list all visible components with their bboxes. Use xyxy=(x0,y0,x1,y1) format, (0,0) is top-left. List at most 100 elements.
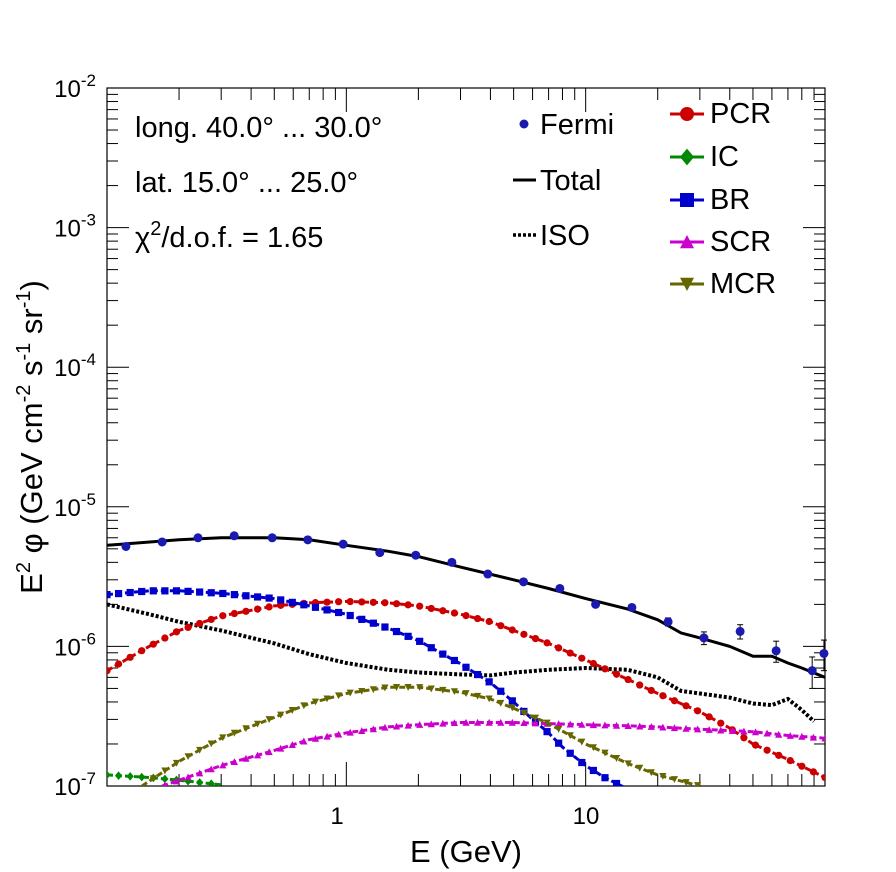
series-br-marker xyxy=(381,623,389,631)
fermi-point xyxy=(807,666,817,676)
series-mcr-marker xyxy=(508,704,516,712)
series-mcr-marker xyxy=(381,684,389,692)
legend-scr-marker xyxy=(680,235,694,249)
series-mcr-marker xyxy=(265,716,273,724)
fermi-data-points xyxy=(121,531,829,689)
series-mcr-marker xyxy=(520,709,528,717)
series-pcr-marker xyxy=(416,602,424,610)
series-scr-marker xyxy=(717,726,725,734)
series-pcr-marker xyxy=(636,681,644,689)
series-pcr-marker xyxy=(219,612,227,620)
series-mcr-marker xyxy=(439,686,447,694)
series-br-marker xyxy=(323,606,331,614)
chi2-annotation: χ2/d.o.f. = 1.65 xyxy=(135,218,323,254)
series-scr-marker xyxy=(670,724,679,732)
series-br-marker xyxy=(161,587,169,595)
series-ic-marker xyxy=(107,770,111,780)
series-scr-marker xyxy=(288,741,296,749)
series-scr-marker xyxy=(473,718,482,726)
series-br-marker xyxy=(404,632,412,640)
series-scr-marker xyxy=(439,719,447,727)
series-br-marker xyxy=(335,608,343,617)
fermi-point xyxy=(447,557,457,567)
series-scr-marker xyxy=(520,719,528,727)
series-pcr-marker xyxy=(253,605,262,613)
fermi-point xyxy=(157,537,167,547)
series-pcr-marker xyxy=(404,601,412,609)
fermi-point xyxy=(519,577,529,587)
series-scr-marker xyxy=(647,723,655,730)
series-ic-marker xyxy=(114,771,123,780)
series-mcr-marker xyxy=(196,746,204,754)
series-scr-marker xyxy=(404,721,412,729)
series-pcr-marker xyxy=(381,599,389,607)
series-pcr-marker xyxy=(705,713,713,721)
series-pcr-marker xyxy=(196,619,204,628)
series-br-marker xyxy=(114,589,123,598)
series-br-marker xyxy=(485,678,493,686)
series-scr-marker xyxy=(207,765,215,773)
series-scr-marker xyxy=(601,721,609,729)
series-mcr-marker xyxy=(462,690,470,698)
series-mcr-marker xyxy=(589,744,597,752)
series-mcr-marker xyxy=(207,740,215,748)
series-mcr-marker xyxy=(242,725,250,733)
series-pcr-marker xyxy=(138,647,146,655)
y-tick-label: 10-7 xyxy=(54,769,96,801)
series-br-marker xyxy=(288,598,296,606)
series-scr-marker xyxy=(392,722,401,730)
series-scr-marker xyxy=(427,720,435,728)
y-tick-label: 10-3 xyxy=(54,211,96,243)
series-scr-marker xyxy=(821,734,825,742)
series-mcr-marker xyxy=(566,732,574,740)
x-tick-labels: 1 10 xyxy=(330,803,599,830)
series-pcr-marker xyxy=(184,623,192,632)
series-scr-marker xyxy=(230,758,238,766)
series-pcr-marker xyxy=(659,692,667,700)
series-scr-marker xyxy=(242,754,250,762)
series-scr-marker xyxy=(682,724,690,732)
series-mcr-line xyxy=(141,685,701,786)
fermi-point xyxy=(663,617,673,627)
series-pcr-marker xyxy=(508,626,516,634)
series-br-marker xyxy=(311,603,320,611)
series-br-marker xyxy=(219,589,227,598)
series-mcr-marker xyxy=(555,725,563,733)
latitude-annotation: lat. 15.0° ... 25.0° xyxy=(135,167,358,199)
x-tick-label-1: 1 xyxy=(330,803,343,830)
y-tick-labels: 10-7 10-6 10-5 10-4 10-3 10-2 xyxy=(54,71,96,801)
series-pcr-marker xyxy=(149,640,157,648)
series-pcr-marker xyxy=(265,603,273,611)
series-scr-marker xyxy=(694,725,702,733)
series-scr-marker xyxy=(589,721,597,729)
series-pcr-marker xyxy=(126,653,134,661)
series-mcr-marker xyxy=(682,779,690,786)
series-scr-marker xyxy=(508,718,516,726)
series-br-marker xyxy=(277,596,285,604)
series-br-marker xyxy=(450,656,459,665)
series-pcr-marker xyxy=(485,617,493,626)
fermi-point xyxy=(819,648,829,658)
series-br-marker xyxy=(207,589,215,597)
series-pcr-marker xyxy=(786,756,794,765)
series-mcr-marker xyxy=(601,749,609,757)
series-mcr-marker xyxy=(450,688,459,696)
series-scr-marker xyxy=(659,723,667,731)
legend-pcr-marker xyxy=(680,107,694,121)
series-ic-marker xyxy=(196,778,204,786)
series-ic-marker xyxy=(126,772,134,781)
fermi-point xyxy=(555,583,565,593)
legend-iso-label: ISO xyxy=(540,220,590,252)
series-mcr-marker xyxy=(647,769,655,777)
series-br-marker xyxy=(612,779,621,786)
series-pcr-marker xyxy=(323,598,331,606)
series-mcr-marker xyxy=(323,695,331,703)
series-scr-marker xyxy=(184,773,192,781)
series-mcr-marker xyxy=(485,695,493,703)
series-scr-line xyxy=(161,721,825,786)
series-pcr-marker xyxy=(763,746,771,754)
series-pcr-marker xyxy=(612,670,621,678)
series-br-marker xyxy=(543,728,551,736)
series-pcr-marker xyxy=(392,600,401,608)
